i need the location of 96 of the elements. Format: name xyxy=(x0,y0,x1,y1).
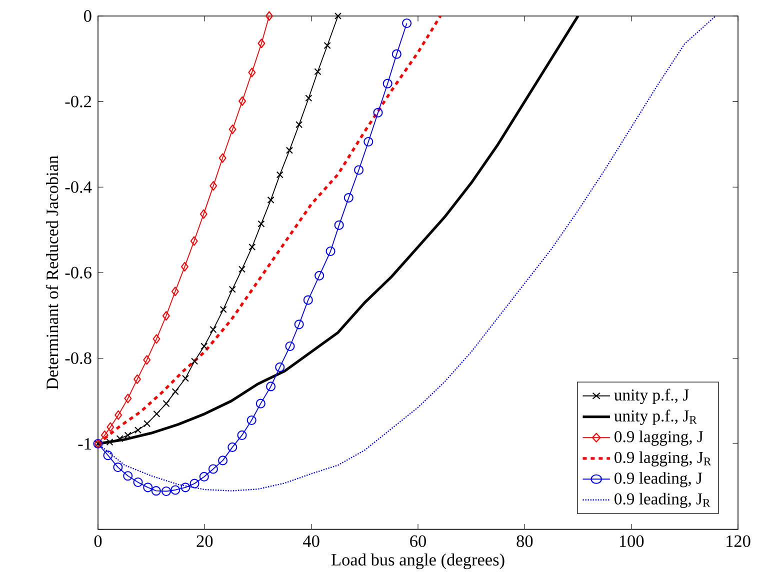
point xyxy=(228,286,236,293)
legend-label: 0.9 leading, J$_{R}$ xyxy=(614,492,710,508)
legend-label: unity p.f., J xyxy=(614,388,689,404)
point xyxy=(151,486,161,496)
point xyxy=(373,108,383,118)
point xyxy=(285,341,295,352)
y-tick-label: -1 xyxy=(78,438,91,450)
legend-label: 0.9 leading, J xyxy=(614,472,702,488)
point xyxy=(144,420,151,428)
point xyxy=(210,326,217,334)
point xyxy=(106,438,114,446)
point xyxy=(106,422,114,432)
point xyxy=(258,220,265,228)
point xyxy=(190,236,198,246)
point xyxy=(326,246,336,256)
legend-label: 0.9 lagging, J xyxy=(614,430,704,446)
point xyxy=(303,295,313,305)
point xyxy=(113,462,123,472)
point xyxy=(296,121,303,128)
point xyxy=(218,456,228,466)
point xyxy=(344,193,354,203)
point xyxy=(208,464,218,474)
point xyxy=(258,38,266,48)
point xyxy=(123,471,133,481)
point xyxy=(124,394,132,404)
point xyxy=(228,442,238,452)
point xyxy=(220,306,227,313)
x-tick-label: 40 xyxy=(303,535,320,548)
point xyxy=(402,18,412,28)
x-tick-label: 100 xyxy=(620,535,644,548)
point xyxy=(143,482,153,492)
point xyxy=(190,358,198,365)
y-tick-label: 0 xyxy=(84,10,92,22)
point xyxy=(266,382,276,392)
point xyxy=(324,42,331,50)
point xyxy=(238,96,246,106)
point xyxy=(162,400,170,408)
point xyxy=(228,124,236,134)
point xyxy=(305,94,312,102)
point xyxy=(218,153,226,163)
y-tick-label: -0.8 xyxy=(65,352,92,364)
point xyxy=(143,355,151,365)
point xyxy=(124,432,132,439)
point xyxy=(114,410,122,420)
point xyxy=(200,209,208,219)
point xyxy=(275,362,285,372)
point xyxy=(265,11,273,21)
point xyxy=(248,68,256,78)
point xyxy=(103,450,113,460)
y-tick-label: -0.2 xyxy=(65,96,92,108)
point xyxy=(153,410,160,418)
point xyxy=(286,146,294,154)
point xyxy=(314,270,324,280)
point xyxy=(237,430,247,440)
point xyxy=(133,477,143,488)
point xyxy=(382,78,392,88)
point xyxy=(334,12,342,20)
y-tick-label: -0.6 xyxy=(65,266,92,279)
x-tick-label: 20 xyxy=(196,535,213,548)
point xyxy=(199,472,209,482)
point xyxy=(190,478,200,488)
point xyxy=(182,374,190,382)
y-tick-label: -0.4 xyxy=(65,181,92,193)
point xyxy=(172,388,179,396)
point xyxy=(152,334,160,344)
x-tick-label: 120 xyxy=(726,535,750,548)
point xyxy=(364,136,374,147)
point xyxy=(392,49,402,59)
point xyxy=(246,415,256,426)
point xyxy=(200,342,208,350)
point xyxy=(180,482,190,492)
legend-label: unity p.f., J$_{R}$ xyxy=(614,410,697,425)
point xyxy=(171,286,179,296)
legend-label: 0.9 lagging, J$_{R}$ xyxy=(614,451,712,466)
point xyxy=(134,426,142,434)
point xyxy=(170,485,180,495)
point xyxy=(162,311,170,321)
point xyxy=(354,165,364,175)
point xyxy=(100,430,108,440)
x-tick-label: 60 xyxy=(410,535,426,548)
point xyxy=(161,486,172,496)
point xyxy=(180,262,188,272)
point xyxy=(314,68,322,76)
point xyxy=(134,374,141,384)
x-tick-label: 0 xyxy=(94,535,102,548)
x-tick-label: 80 xyxy=(516,535,533,548)
point xyxy=(276,171,284,178)
point xyxy=(334,220,344,230)
x-axis-title: Load bus angle (degrees) xyxy=(331,553,504,570)
point xyxy=(210,181,218,191)
point xyxy=(294,320,304,330)
point xyxy=(248,243,256,251)
point xyxy=(267,196,274,204)
point xyxy=(256,398,266,408)
y-axis-title: Determinant of Reduced Jacobian xyxy=(46,156,58,390)
point xyxy=(238,266,246,273)
